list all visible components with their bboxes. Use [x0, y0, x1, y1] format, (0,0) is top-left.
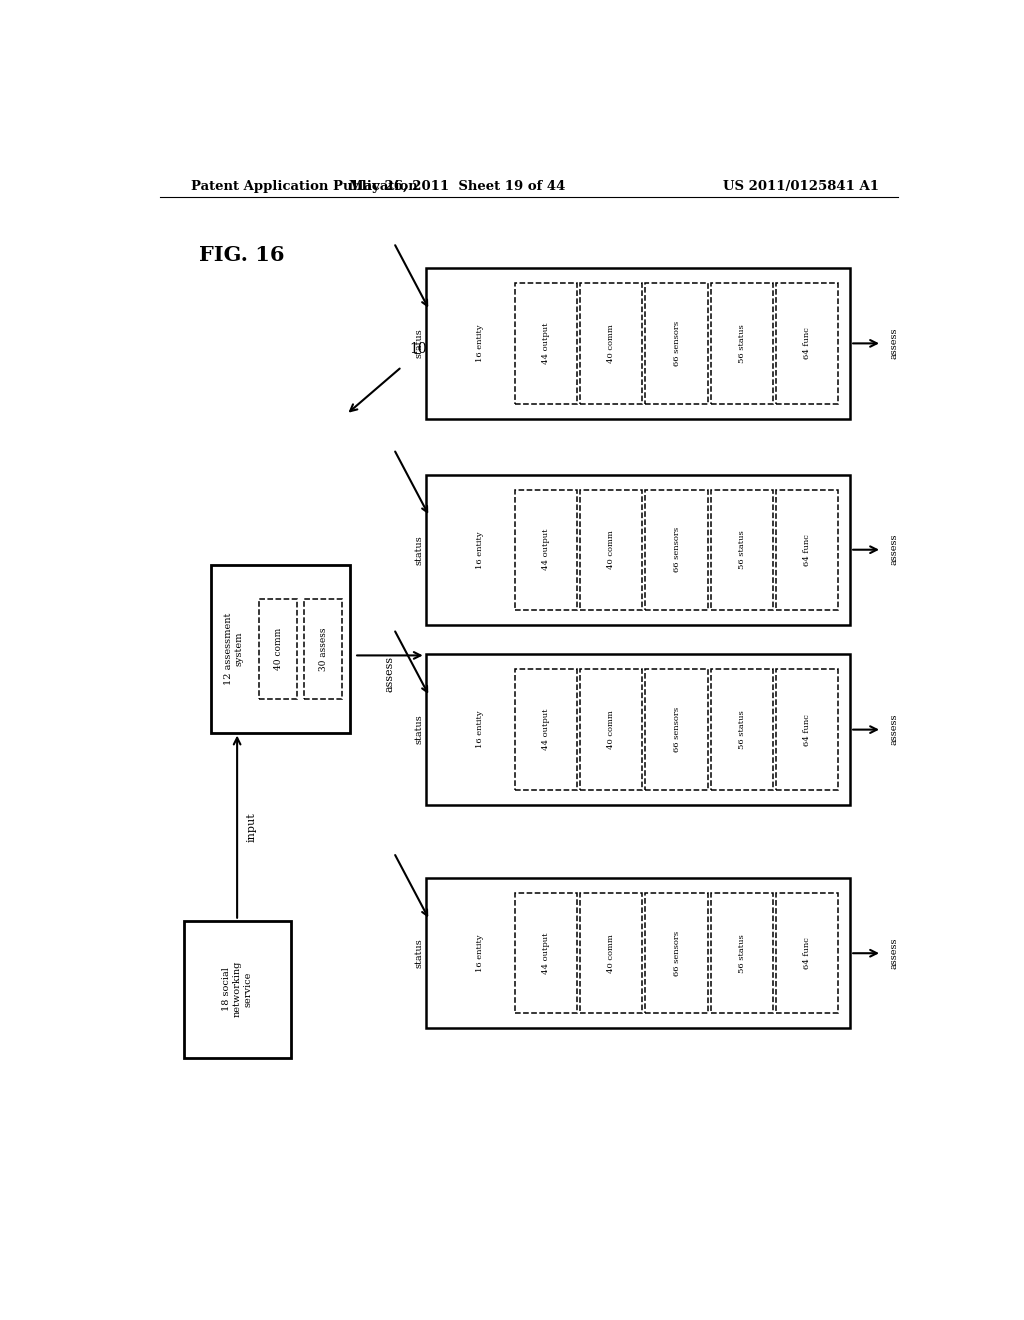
Text: 16 entity: 16 entity	[476, 325, 484, 362]
Text: assess: assess	[889, 714, 898, 746]
Text: assess: assess	[385, 656, 395, 692]
Text: 40 comm: 40 comm	[607, 710, 615, 748]
Bar	[776, 490, 839, 610]
Text: 66 sensors: 66 sensors	[673, 708, 681, 752]
Bar	[645, 894, 708, 1014]
Bar	[580, 284, 642, 404]
Bar	[711, 284, 773, 404]
Bar	[645, 490, 708, 610]
Bar	[580, 490, 642, 610]
Text: 40 comm: 40 comm	[607, 531, 615, 569]
Text: FIG. 16: FIG. 16	[200, 246, 285, 265]
Text: 66 sensors: 66 sensors	[673, 321, 681, 366]
Bar	[183, 921, 291, 1057]
Bar	[426, 878, 850, 1028]
Text: 44 output: 44 output	[542, 932, 550, 974]
Text: 56 status: 56 status	[738, 710, 745, 748]
Text: May 26, 2011  Sheet 19 of 44: May 26, 2011 Sheet 19 of 44	[349, 180, 565, 193]
Text: 64 func: 64 func	[803, 937, 811, 969]
Text: 56 status: 56 status	[738, 933, 745, 973]
Bar	[515, 894, 577, 1014]
Text: 16 entity: 16 entity	[476, 531, 484, 569]
Text: 16 entity: 16 entity	[476, 935, 484, 972]
Bar	[580, 669, 642, 789]
Text: US 2011/0125841 A1: US 2011/0125841 A1	[723, 180, 880, 193]
Bar	[426, 655, 850, 805]
Bar	[426, 268, 850, 418]
Text: 66 sensors: 66 sensors	[673, 527, 681, 573]
Text: 40 comm: 40 comm	[607, 933, 615, 973]
Text: 40 comm: 40 comm	[273, 628, 283, 671]
Bar	[580, 894, 642, 1014]
Text: Patent Application Publication: Patent Application Publication	[191, 180, 418, 193]
Text: assess: assess	[889, 327, 898, 359]
Bar	[776, 894, 839, 1014]
Text: 10: 10	[409, 342, 426, 356]
Bar	[515, 284, 577, 404]
Text: status: status	[415, 329, 424, 358]
Text: 12 assessment
system: 12 assessment system	[224, 612, 244, 685]
Text: 44 output: 44 output	[542, 709, 550, 750]
Text: 16 entity: 16 entity	[476, 710, 484, 748]
Text: 64 func: 64 func	[803, 327, 811, 359]
Bar	[711, 669, 773, 789]
Bar	[211, 565, 350, 733]
Text: 56 status: 56 status	[738, 323, 745, 363]
Text: status: status	[415, 535, 424, 565]
Text: assess: assess	[889, 937, 898, 969]
Bar	[645, 284, 708, 404]
Text: 44 output: 44 output	[542, 322, 550, 364]
Bar	[711, 490, 773, 610]
Text: 56 status: 56 status	[738, 531, 745, 569]
Text: assess: assess	[889, 535, 898, 565]
Bar	[515, 669, 577, 789]
Text: 66 sensors: 66 sensors	[673, 931, 681, 975]
Bar	[776, 284, 839, 404]
Bar	[776, 669, 839, 789]
Bar	[515, 490, 577, 610]
Text: 64 func: 64 func	[803, 533, 811, 566]
Text: 40 comm: 40 comm	[607, 323, 615, 363]
Text: 30 assess: 30 assess	[318, 627, 328, 671]
Bar	[711, 894, 773, 1014]
Bar	[259, 598, 297, 700]
Text: 18 social
networking
service: 18 social networking service	[222, 961, 252, 1018]
Bar	[426, 474, 850, 624]
Bar	[304, 598, 342, 700]
Text: 64 func: 64 func	[803, 714, 811, 746]
Text: status: status	[415, 714, 424, 744]
Text: status: status	[415, 939, 424, 968]
Text: 44 output: 44 output	[542, 529, 550, 570]
Bar	[645, 669, 708, 789]
Text: input: input	[247, 812, 256, 842]
